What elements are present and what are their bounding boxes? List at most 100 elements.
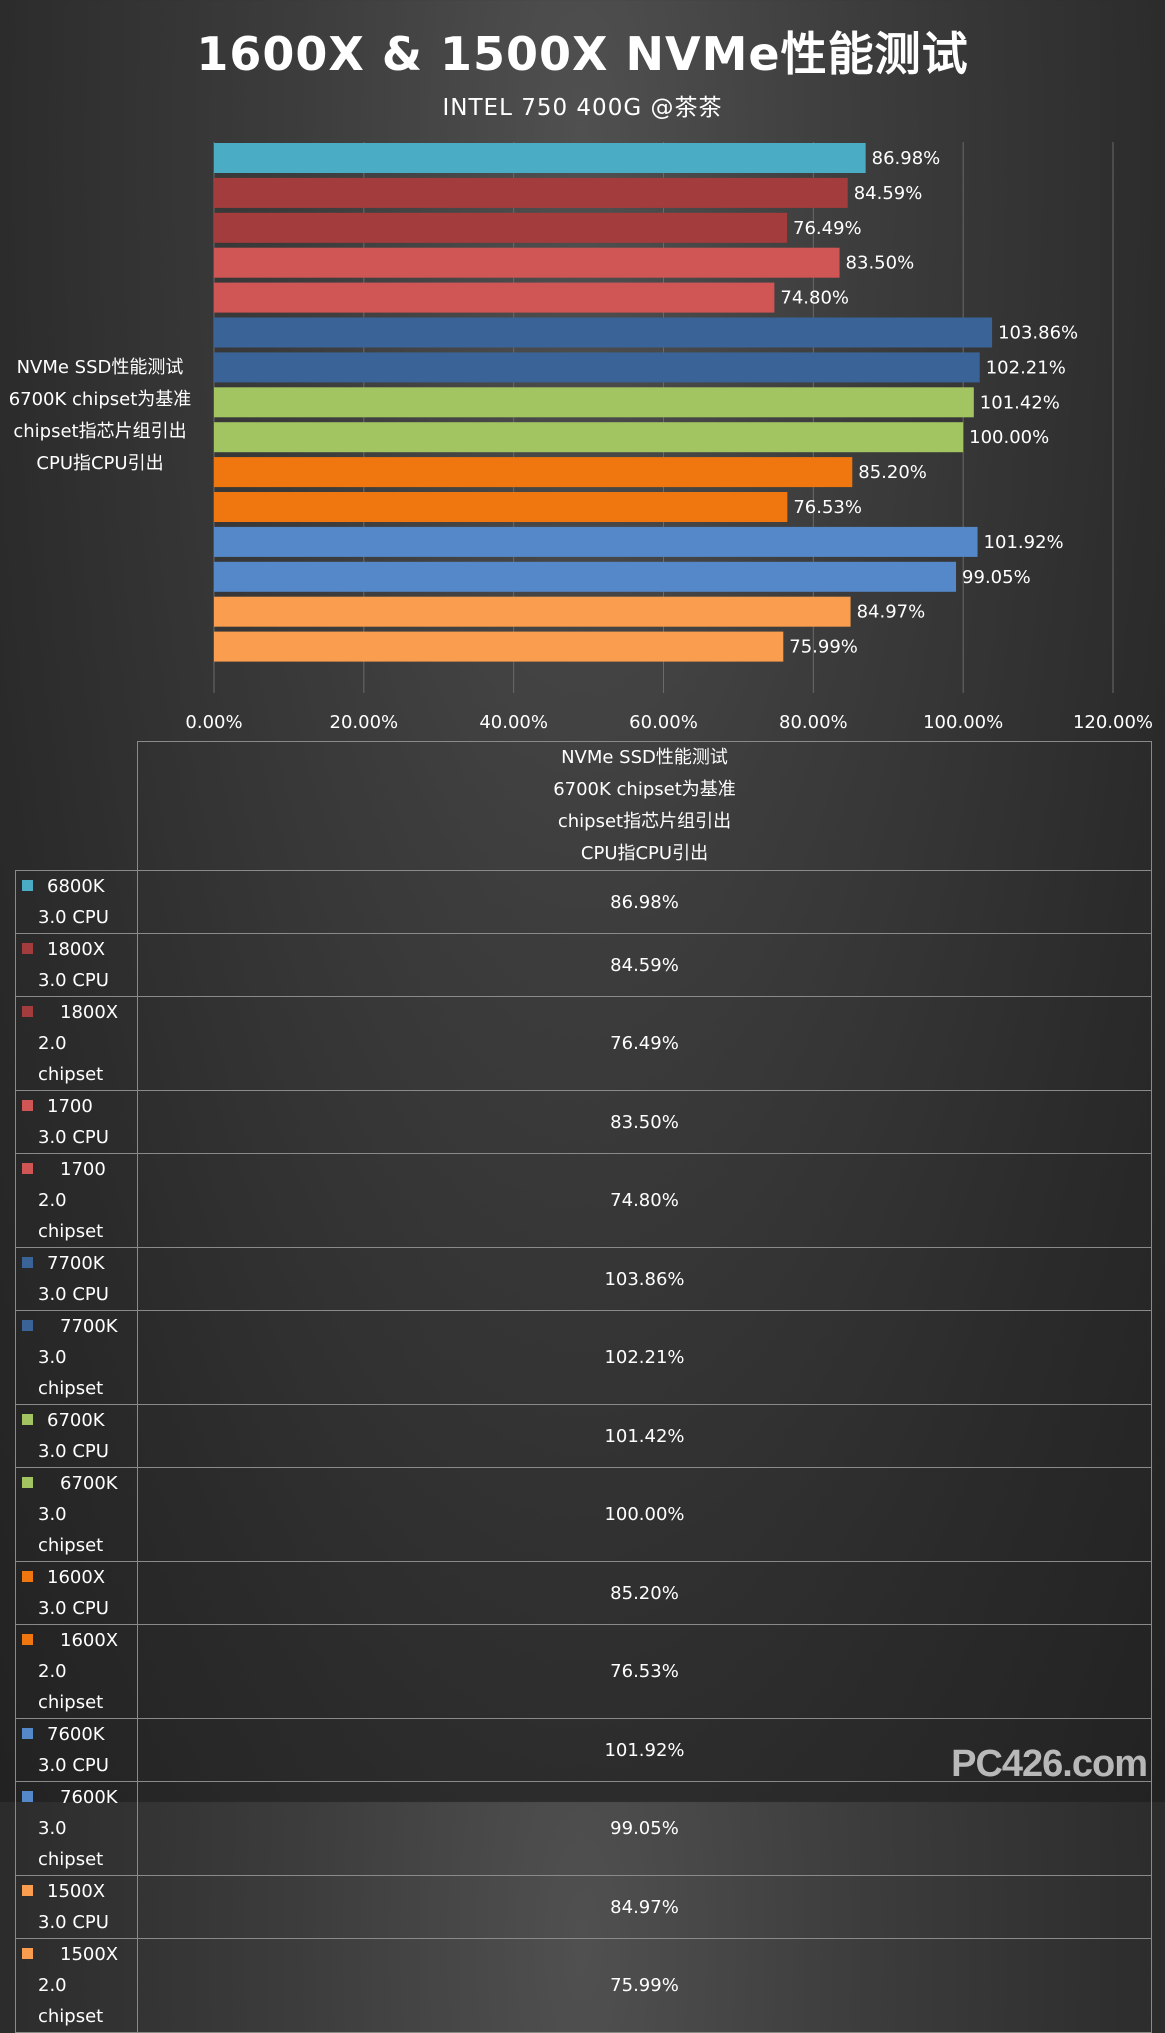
- bar-value-label: 101.42%: [980, 392, 1060, 413]
- table-row-label-cell: 1700 2.0 chipset: [15, 1153, 138, 1248]
- bar-value-label: 84.97%: [857, 602, 926, 623]
- table-row-value: 101.92%: [137, 1718, 1152, 1782]
- chart-subtitle: INTEL 750 400G @茶茶: [442, 95, 723, 121]
- table-row: 6800K 3.0 CPU 86.98%: [15, 870, 1152, 934]
- table-row-cpu-label: 6700K: [47, 1410, 105, 1431]
- table-row: 6700K 3.0 CPU 101.42%: [15, 1404, 1152, 1468]
- legend-swatch: [22, 880, 33, 891]
- legend-swatch: [22, 1163, 33, 1174]
- bar-value-label: 86.98%: [872, 148, 941, 169]
- table-row-value: 76.53%: [137, 1624, 1152, 1719]
- bar-value-label: 103.86%: [998, 323, 1078, 344]
- table-row-config-label: 2.0 chipset: [38, 1975, 104, 2027]
- table-row: 1500X 3.0 CPU 84.97%: [15, 1875, 1152, 1939]
- table-row-label-cell: 1500X 3.0 CPU: [15, 1875, 138, 1939]
- legend-swatch: [22, 1414, 33, 1425]
- table-row-cpu-label: 1500X: [47, 1881, 106, 1902]
- table-row-label-cell: 6700K 3.0 CPU: [15, 1404, 138, 1468]
- bar: [214, 282, 775, 313]
- table-row-label-cell: 1800X 3.0 CPU: [15, 933, 138, 997]
- bar: [214, 492, 788, 522]
- table-row-config-label: 2.0 chipset: [38, 1033, 104, 1085]
- table-row-label-cell: 7600K 3.0 chipset: [15, 1781, 138, 1876]
- table-row: 7600K 3.0 chipset 99.05%: [15, 1781, 1152, 1876]
- table-row-config-label: 3.0 CPU: [38, 970, 109, 991]
- table-row-label-cell: 1800X 2.0 chipset: [15, 996, 138, 1091]
- table-row: 7600K 3.0 CPU 101.92%: [15, 1718, 1152, 1782]
- legend-swatch: [22, 1948, 33, 1959]
- table-row-cpu-label: 6700K: [60, 1473, 118, 1494]
- table-row-value: 83.50%: [137, 1090, 1152, 1154]
- bar: [214, 631, 784, 662]
- series-caption: NVMe SSD性能测试 6700K chipset为基准 chipset指芯片…: [0, 352, 200, 480]
- table-row-value: 76.49%: [137, 996, 1152, 1091]
- table-row: 7700K 3.0 CPU 103.86%: [15, 1247, 1152, 1311]
- bar-value-label: 76.53%: [793, 497, 862, 518]
- watermark-logo: PC426.com: [951, 1743, 1148, 1785]
- bar: [214, 143, 866, 173]
- legend-swatch: [22, 1571, 33, 1582]
- bar: [214, 352, 980, 383]
- bar-value-label: 99.05%: [962, 567, 1031, 588]
- table-row: 1700 3.0 CPU 83.50%: [15, 1090, 1152, 1154]
- table-row-config-label: 3.0 CPU: [38, 1127, 109, 1148]
- table-row-cpu-label: 1700: [60, 1159, 106, 1180]
- table-row: 1600X 2.0 chipset 76.53%: [15, 1624, 1152, 1719]
- x-tick-label: 40.00%: [479, 712, 548, 733]
- x-tick-label: 0.00%: [185, 712, 242, 733]
- x-tick-label: 80.00%: [779, 712, 848, 733]
- table-row-config-label: 3.0 chipset: [38, 1818, 104, 1870]
- chart-title: 1600X & 1500X NVMe性能测试: [196, 27, 969, 81]
- table-row-value: 85.20%: [137, 1561, 1152, 1625]
- legend-swatch: [22, 1634, 33, 1645]
- table-row: 1800X 3.0 CPU 84.59%: [15, 933, 1152, 997]
- series-caption-line: NVMe SSD性能测试: [16, 357, 184, 378]
- legend-swatch: [22, 1728, 33, 1739]
- table-row-value: 74.80%: [137, 1153, 1152, 1248]
- bar: [214, 317, 993, 348]
- table-row-cpu-label: 7600K: [60, 1787, 118, 1808]
- table-header-row: NVMe SSD性能测试 6700K chipset为基准 chipset指芯片…: [15, 741, 1152, 871]
- table-row-value: 102.21%: [137, 1310, 1152, 1405]
- table-row-config-label: 2.0 chipset: [38, 1661, 104, 1713]
- series-caption-line: 6700K chipset为基准: [8, 389, 192, 410]
- table-row-config-label: 3.0 CPU: [38, 907, 109, 928]
- legend-swatch: [22, 1791, 33, 1802]
- bars: 86.98% 84.59% 76.49% 83.50% 74.80% 103.86% 102…: [214, 143, 1078, 662]
- bar: [214, 177, 848, 208]
- table-row-cpu-label: 1600X: [60, 1630, 119, 1651]
- table-row-cpu-label: 6800K: [47, 876, 105, 897]
- legend-swatch: [22, 1885, 33, 1896]
- table-row-label-cell: 7700K 3.0 CPU: [15, 1247, 138, 1311]
- table-row-cpu-label: 1800X: [60, 1002, 119, 1023]
- table-row-label-cell: 1600X 3.0 CPU: [15, 1561, 138, 1625]
- table-header-cell: NVMe SSD性能测试 6700K chipset为基准 chipset指芯片…: [137, 741, 1152, 871]
- table-row-value: 100.00%: [137, 1467, 1152, 1562]
- table-row-value: 103.86%: [137, 1247, 1152, 1311]
- bar-value-label: 74.80%: [780, 288, 849, 309]
- bar-value-label: 85.20%: [858, 462, 927, 483]
- table-row: 1600X 3.0 CPU 85.20%: [15, 1561, 1152, 1625]
- table-row-config-label: 3.0 CPU: [38, 1284, 109, 1305]
- table-row-value: 99.05%: [137, 1781, 1152, 1876]
- table-row-label-cell: 1600X 2.0 chipset: [15, 1624, 138, 1719]
- table-row-label-cell: 6700K 3.0 chipset: [15, 1467, 138, 1562]
- bar-chart: 86.98% 84.59% 76.49% 83.50% 74.80% 103.86% 102…: [185, 142, 1153, 733]
- table-row-value: 84.59%: [137, 933, 1152, 997]
- table-row: 1800X 2.0 chipset 76.49%: [15, 996, 1152, 1091]
- table-row-label-cell: 1700 3.0 CPU: [15, 1090, 138, 1154]
- x-tick-label: 60.00%: [629, 712, 698, 733]
- bar: [214, 247, 840, 278]
- bar: [214, 596, 851, 627]
- legend-swatch: [22, 1320, 33, 1331]
- table-row-config-label: 3.0 CPU: [38, 1441, 109, 1462]
- table-row-value: 84.97%: [137, 1875, 1152, 1939]
- table-row-config-label: 3.0 CPU: [38, 1598, 109, 1619]
- table-header-line: NVMe SSD性能测试: [561, 747, 728, 768]
- table-header-line: chipset指芯片组引出: [557, 811, 732, 832]
- bar-value-label: 84.59%: [854, 183, 923, 204]
- table-row-cpu-label: 7600K: [47, 1724, 105, 1745]
- table-header-line: 6700K chipset为基准: [553, 779, 736, 800]
- bar-value-label: 75.99%: [789, 637, 858, 658]
- bar-value-label: 100.00%: [969, 427, 1049, 448]
